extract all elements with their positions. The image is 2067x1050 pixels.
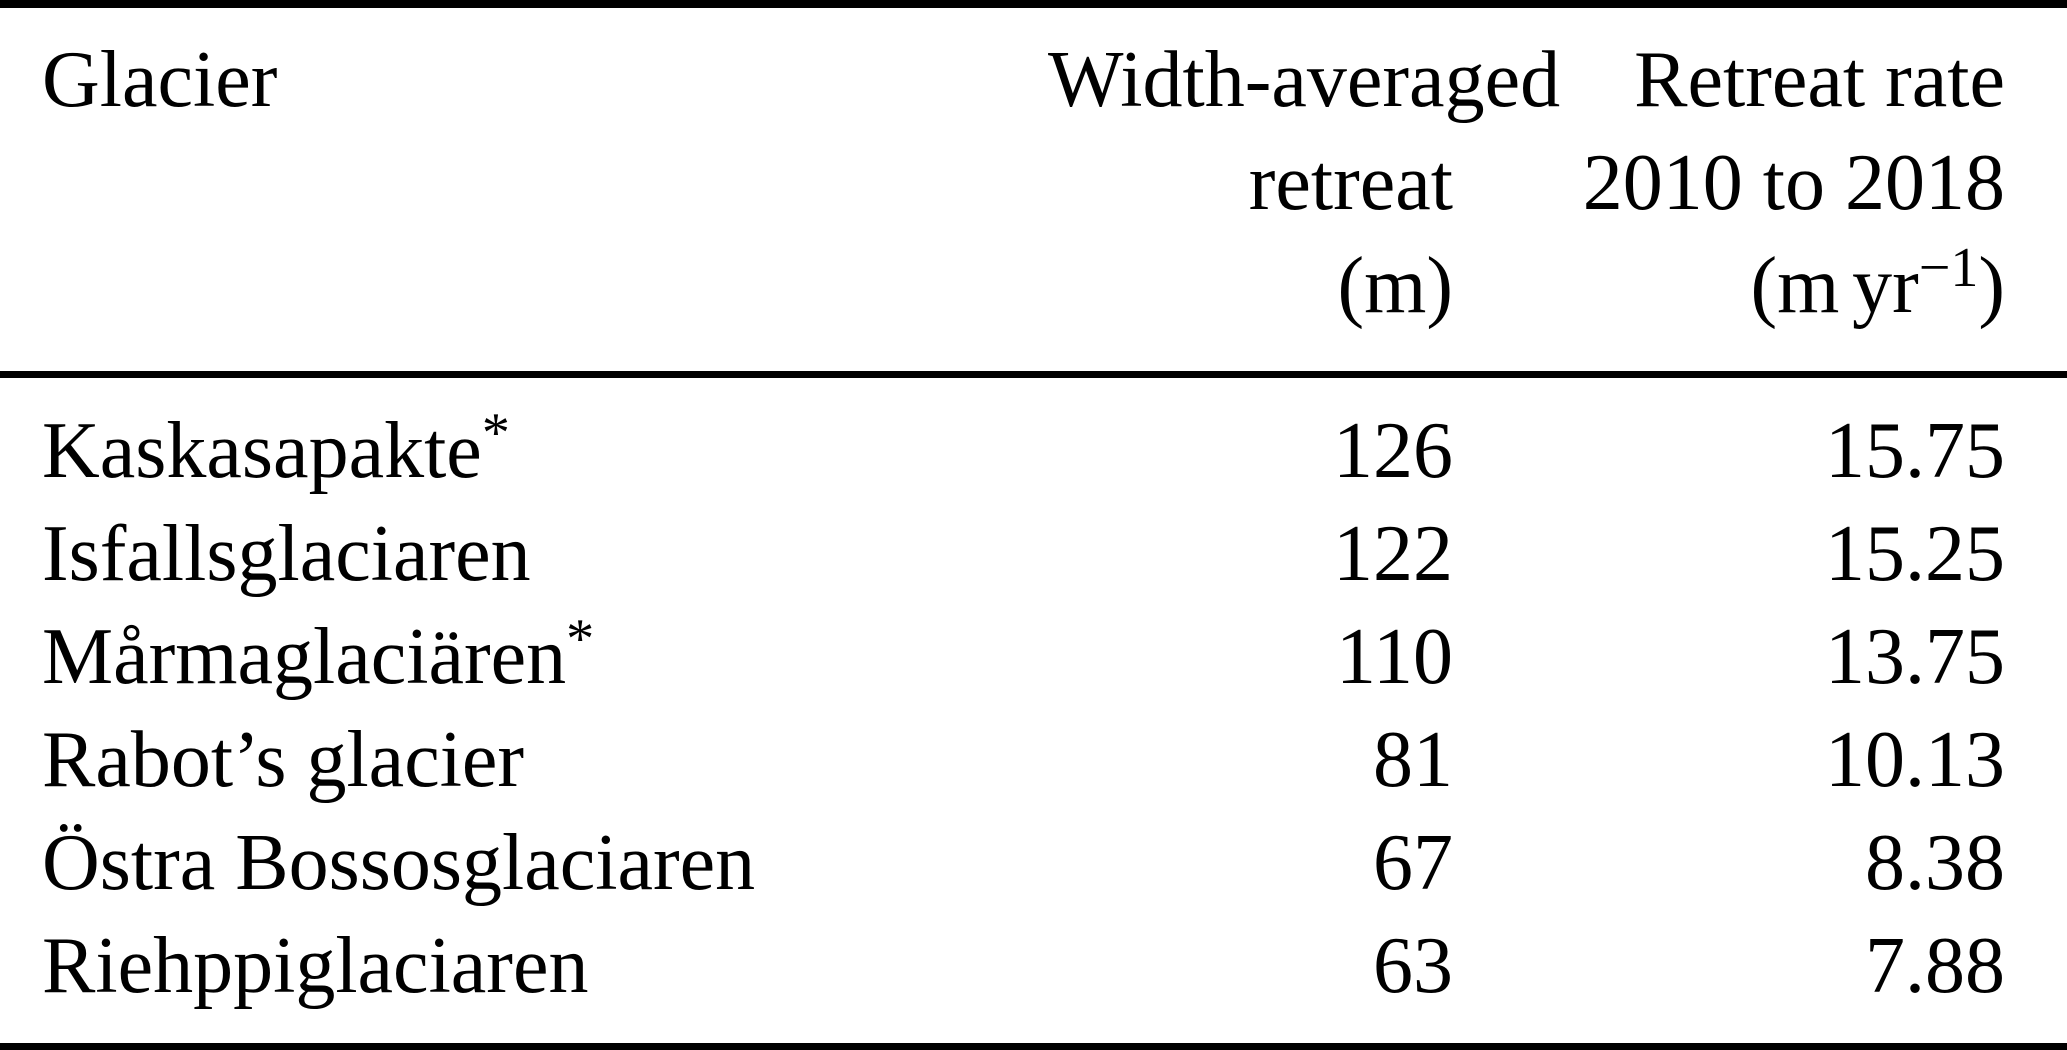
retreat-value-cell: 63 <box>1373 922 1453 1010</box>
table-body: Kaskasapakte* 126 15.75 Isfallsglaciaren… <box>0 375 2067 1047</box>
glacier-name: Riehppiglaciaren <box>42 922 589 1010</box>
retreat-value-cell: 67 <box>1373 819 1453 907</box>
glacier-name-cell: Riehppiglaciaren <box>0 915 1048 1047</box>
header-col3-line2: 2010 to 2018 <box>1582 139 2005 227</box>
header-col2-line2: retreat <box>1248 139 1453 227</box>
glacier-name: Östra Bossosglaciaren <box>42 819 756 907</box>
glacier-name-cell: Östra Bossosglaciaren <box>0 812 1048 915</box>
glacier-name-cell: Mårmaglaciären* <box>0 606 1048 709</box>
retreat-rate-cell: 10.13 <box>1825 716 2005 804</box>
glacier-name-cell: Rabot’s glacier <box>0 709 1048 812</box>
retreat-value-cell: 126 <box>1333 407 1453 495</box>
col-header-glacier: Glacier <box>0 4 1048 375</box>
table-row: Mårmaglaciären* 110 13.75 <box>0 606 2067 709</box>
table-row: Kaskasapakte* 126 15.75 <box>0 375 2067 504</box>
retreat-rate-cell: 15.75 <box>1825 407 2005 495</box>
header-col2-unit: (m) <box>1337 242 1453 330</box>
col-header-width-averaged-retreat: Width-averaged retreat (m) <box>1048 4 1561 375</box>
glacier-name-cell: Kaskasapakte* <box>0 375 1048 504</box>
asterisk-marker: * <box>566 608 595 670</box>
retreat-rate-cell: 13.75 <box>1825 613 2005 701</box>
table-row: Östra Bossosglaciaren 67 8.38 <box>0 812 2067 915</box>
retreat-value-cell: 81 <box>1373 716 1453 804</box>
retreat-value-cell: 110 <box>1335 613 1453 701</box>
table-row: Rabot’s glacier 81 10.13 <box>0 709 2067 812</box>
glacier-name: Rabot’s glacier <box>42 716 525 804</box>
retreat-rate-cell: 15.25 <box>1825 510 2005 598</box>
retreat-rate-cell: 8.38 <box>1865 819 2005 907</box>
glacier-name: Mårmaglaciären <box>42 613 567 701</box>
retreat-rate-cell: 7.88 <box>1865 922 2005 1010</box>
table-row: Riehppiglaciaren 63 7.88 <box>0 915 2067 1047</box>
asterisk-marker: * <box>481 402 510 464</box>
unit-word: yr <box>1852 242 1919 330</box>
unit-open: (m <box>1750 242 1840 330</box>
header-col3-line1: Retreat rate <box>1634 36 2005 124</box>
unit-exponent: −1 <box>1918 237 1979 299</box>
col-header-retreat-rate: Retreat rate 2010 to 2018 (m yr−1) <box>1453 4 2067 375</box>
header-row: Glacier Width-averaged retreat (m) Retre… <box>0 4 2067 375</box>
unit-close: ) <box>1978 242 2005 330</box>
table-header: Glacier Width-averaged retreat (m) Retre… <box>0 4 2067 375</box>
glacier-name-cell: Isfallsglaciaren <box>0 503 1048 606</box>
header-glacier-label: Glacier <box>42 36 278 124</box>
header-col2-line1: Width-averaged <box>1048 36 1561 124</box>
glacier-name: Isfallsglaciaren <box>42 510 531 598</box>
retreat-value-cell: 122 <box>1333 510 1453 598</box>
header-col3-unit: (m yr−1) <box>1453 235 2005 338</box>
glacier-name: Kaskasapakte <box>42 407 482 495</box>
table-row: Isfallsglaciaren 122 15.25 <box>0 503 2067 606</box>
